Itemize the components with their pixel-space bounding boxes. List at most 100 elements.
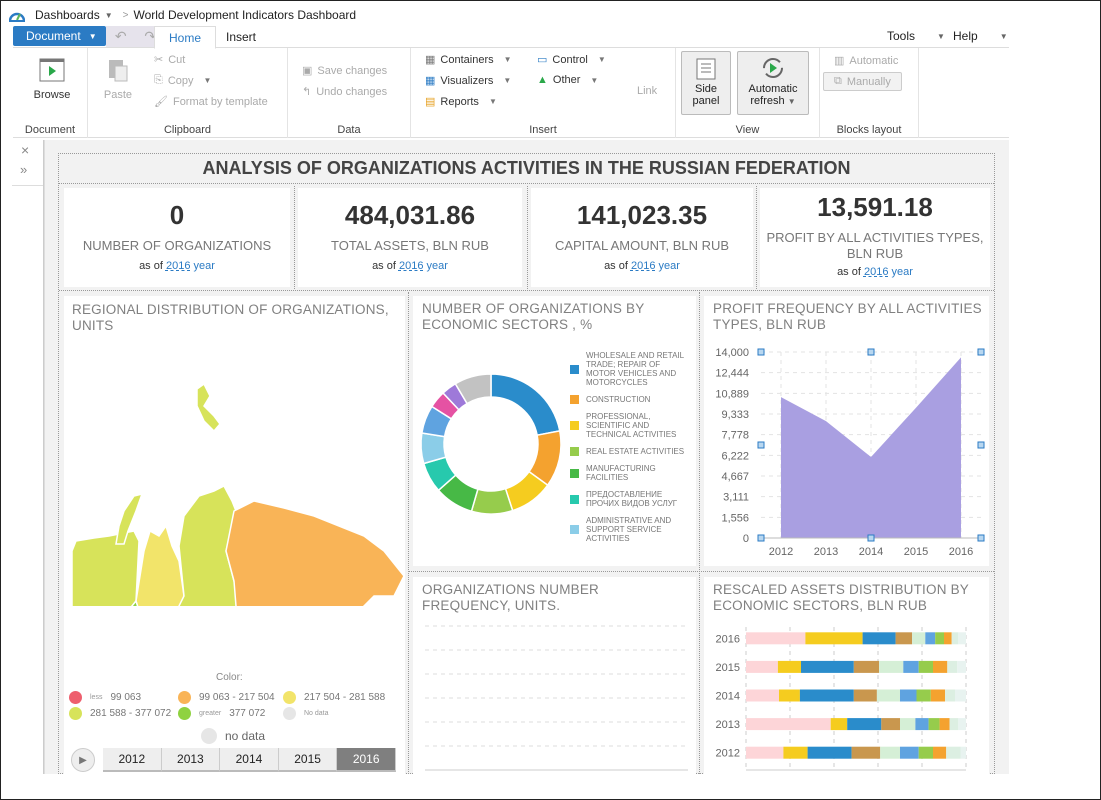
year-link[interactable]: 2016 <box>863 266 889 278</box>
manually-layout-button[interactable]: ⧉ Manually <box>823 72 902 91</box>
year-link[interactable]: 2016 <box>630 260 656 272</box>
donut-slice[interactable] <box>454 373 492 405</box>
bar-segment[interactable] <box>801 660 854 673</box>
paste-button[interactable]: Paste <box>98 58 138 101</box>
bar-segment[interactable] <box>783 746 808 759</box>
year-link[interactable]: 2016 <box>165 260 191 272</box>
resize-handle[interactable] <box>757 441 765 449</box>
bar-segment[interactable] <box>807 746 852 759</box>
resize-handle[interactable] <box>867 534 875 542</box>
containers-button[interactable]: ▦ Containers ▼ <box>425 53 512 67</box>
year-button-2016[interactable]: 2016 <box>337 748 396 772</box>
bar-segment[interactable] <box>933 746 947 759</box>
resize-handle[interactable] <box>757 534 765 542</box>
year-button-2012[interactable]: 2012 <box>103 748 162 772</box>
side-panel-button[interactable]: Side panel <box>681 51 731 115</box>
legend-item[interactable]: WHOLESALE AND RETAIL TRADE; REPAIR OF MO… <box>570 351 690 387</box>
resize-handle[interactable] <box>977 441 985 449</box>
bar-segment[interactable] <box>916 689 931 702</box>
automatic-refresh-button[interactable]: Automatic refresh ▼ <box>737 51 809 115</box>
bar-segment[interactable] <box>946 746 961 759</box>
bar-segment[interactable] <box>960 746 967 759</box>
bar-segment[interactable] <box>918 660 933 673</box>
bar-segment[interactable] <box>900 718 916 731</box>
save-changes-button[interactable]: ▣ Save changes <box>302 64 387 78</box>
help-menu[interactable]: Help ▼ <box>953 26 1008 46</box>
bar-segment[interactable] <box>746 660 778 673</box>
bar-segment[interactable] <box>881 718 900 731</box>
bar-segment[interactable] <box>746 689 779 702</box>
bar-segment[interactable] <box>928 718 940 731</box>
year-button-2015[interactable]: 2015 <box>278 748 338 772</box>
bar-segment[interactable] <box>915 718 929 731</box>
bar-segment[interactable] <box>957 660 966 673</box>
stacked-bar-chart[interactable]: 2016 2015 2014 2013 2012 <box>704 577 989 774</box>
bar-segment[interactable] <box>779 689 800 702</box>
copy-button[interactable]: ⎘ Copy ▼ <box>154 74 211 87</box>
automatic-layout-button[interactable]: ▥ Automatic <box>834 54 898 68</box>
chevron-down-icon[interactable]: ▼ <box>104 10 113 20</box>
year-link[interactable]: 2016 <box>398 260 424 272</box>
control-button[interactable]: ▭ Control ▼ <box>537 53 606 67</box>
bar-segment[interactable] <box>944 632 952 645</box>
donut-slice[interactable] <box>490 373 561 437</box>
play-button[interactable]: ▶ <box>71 748 95 772</box>
bar-segment[interactable] <box>949 718 959 731</box>
cut-button[interactable]: ✂ Cut <box>154 53 185 67</box>
link-button[interactable]: Link <box>637 85 658 97</box>
bar-segment[interactable] <box>847 718 882 731</box>
document-menu-button[interactable]: Document ▼ <box>13 26 106 46</box>
bar-segment[interactable] <box>746 632 806 645</box>
bar-segment[interactable] <box>746 746 784 759</box>
breadcrumb[interactable]: World Development Indicators Dashboard <box>133 8 357 22</box>
tools-menu[interactable]: Tools ▼ <box>887 26 945 46</box>
year-button-2013[interactable]: 2013 <box>161 748 221 772</box>
browse-button[interactable]: Browse <box>27 58 77 101</box>
area-chart[interactable]: 0 1,556 3,111 4,667 6,222 7,778 9,333 10,889 12,… <box>704 296 989 566</box>
bar-segment[interactable] <box>900 746 919 759</box>
bar-segment[interactable] <box>895 632 913 645</box>
dashboards-menu[interactable]: Dashboards <box>35 8 100 22</box>
undo-changes-button[interactable]: ↰ Undo changes <box>302 85 387 99</box>
bar-segment[interactable] <box>880 746 900 759</box>
bar-segment[interactable] <box>746 718 831 731</box>
legend-item[interactable]: ADMINISTRATIVE AND SUPPORT SERVICE ACTIV… <box>570 516 690 543</box>
legend-item[interactable]: ПРЕДОСТАВЛЕНИЕ ПРОЧИХ ВИДОВ УСЛУГ <box>570 490 690 508</box>
other-button[interactable]: ▲ Other ▼ <box>537 74 598 86</box>
format-by-template-button[interactable]: 🖌 Format by template <box>154 95 268 109</box>
bar-segment[interactable] <box>947 660 958 673</box>
redo-icon[interactable]: ↷ <box>144 28 157 44</box>
bar-segment[interactable] <box>900 689 917 702</box>
russia-map[interactable] <box>64 376 405 606</box>
tab-home[interactable]: Home <box>154 26 217 49</box>
legend-item[interactable]: CONSTRUCTION <box>570 395 690 404</box>
reports-button[interactable]: ▤ Reports ▼ <box>425 95 497 109</box>
bar-segment[interactable] <box>958 718 966 731</box>
resize-handle[interactable] <box>977 348 985 356</box>
bar-segment[interactable] <box>805 632 863 645</box>
expand-icon[interactable]: » <box>20 162 28 177</box>
bar-segment[interactable] <box>918 746 933 759</box>
bar-segment[interactable] <box>879 660 904 673</box>
legend-item[interactable]: PROFESSIONAL, SCIENTIFIC AND TECHNICAL A… <box>570 412 690 439</box>
bar-segment[interactable] <box>925 632 936 645</box>
legend-item[interactable]: MANUFACTURING FACILITIES <box>570 464 690 482</box>
bar-segment[interactable] <box>851 746 881 759</box>
tab-insert[interactable]: Insert <box>226 30 257 44</box>
close-icon[interactable]: × <box>21 142 30 158</box>
resize-handle[interactable] <box>757 348 765 356</box>
bar-segment[interactable] <box>939 718 950 731</box>
bar-segment[interactable] <box>853 689 877 702</box>
year-button-2014[interactable]: 2014 <box>220 748 279 772</box>
bar-segment[interactable] <box>930 689 946 702</box>
bar-segment[interactable] <box>945 689 955 702</box>
bar-segment[interactable] <box>862 632 896 645</box>
donut-slice[interactable] <box>420 432 447 465</box>
bar-segment[interactable] <box>958 632 966 645</box>
bar-segment[interactable] <box>903 660 919 673</box>
visualizers-button[interactable]: ▦ Visualizers ▼ <box>425 74 511 88</box>
bar-segment[interactable] <box>777 660 801 673</box>
undo-icon[interactable]: ↶ <box>114 28 127 44</box>
bar-segment[interactable] <box>912 632 926 645</box>
bar-segment[interactable] <box>955 689 966 702</box>
